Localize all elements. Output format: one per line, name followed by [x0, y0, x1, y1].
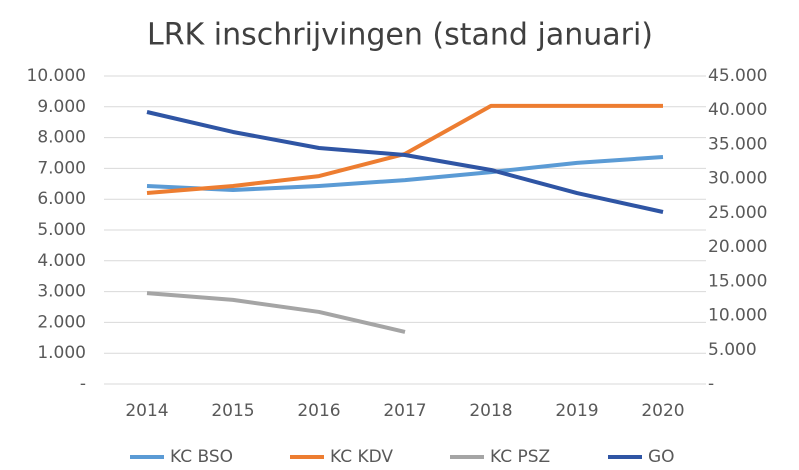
- x-tick-label: 2014: [125, 401, 168, 421]
- y-tick-label: 4.000: [37, 251, 86, 271]
- legend-label: KC BSO: [170, 447, 233, 466]
- x-tick-label: 2020: [641, 401, 684, 421]
- x-tick-label: 2019: [555, 401, 598, 421]
- y-tick-label: 9.000: [37, 97, 86, 117]
- chart-title: LRK inschrijvingen (stand januari): [147, 18, 653, 53]
- series-line: [146, 291, 406, 334]
- x-tick-label: 2017: [383, 401, 426, 421]
- y2-tick-label: 45.000: [708, 66, 767, 86]
- legend-label: KC KDV: [330, 447, 393, 466]
- y-tick-label: 2.000: [37, 312, 86, 332]
- legend-label: KC PSZ: [490, 447, 550, 466]
- y-tick-label: 8.000: [37, 128, 86, 148]
- x-tick-label: 2018: [469, 401, 512, 421]
- x-tick-label: 2016: [297, 401, 340, 421]
- x-tick-label: 2015: [211, 401, 254, 421]
- legend-label: GO: [648, 447, 675, 466]
- y2-tick-label: 10.000: [708, 306, 767, 326]
- y2-tick-label: 20.000: [708, 237, 767, 257]
- y-tick-label: 6.000: [37, 189, 86, 209]
- y-tick-label: -: [80, 374, 86, 394]
- y2-tick-label: 15.000: [708, 271, 767, 291]
- y-tick-label: 7.000: [37, 158, 86, 178]
- y-tick-label: 10.000: [27, 66, 86, 86]
- y2-tick-label: 40.000: [708, 100, 767, 120]
- y-tick-label: 5.000: [37, 220, 86, 240]
- y-tick-label: 3.000: [37, 282, 86, 302]
- y2-tick-label: -: [708, 374, 714, 394]
- y2-tick-label: 25.000: [708, 203, 767, 223]
- y-tick-label: 1.000: [37, 343, 86, 363]
- y2-tick-label: 35.000: [708, 134, 767, 154]
- y2-tick-label: 5.000: [708, 340, 757, 360]
- series-line: [146, 110, 664, 214]
- series-line: [146, 155, 664, 192]
- y2-tick-label: 30.000: [708, 169, 767, 189]
